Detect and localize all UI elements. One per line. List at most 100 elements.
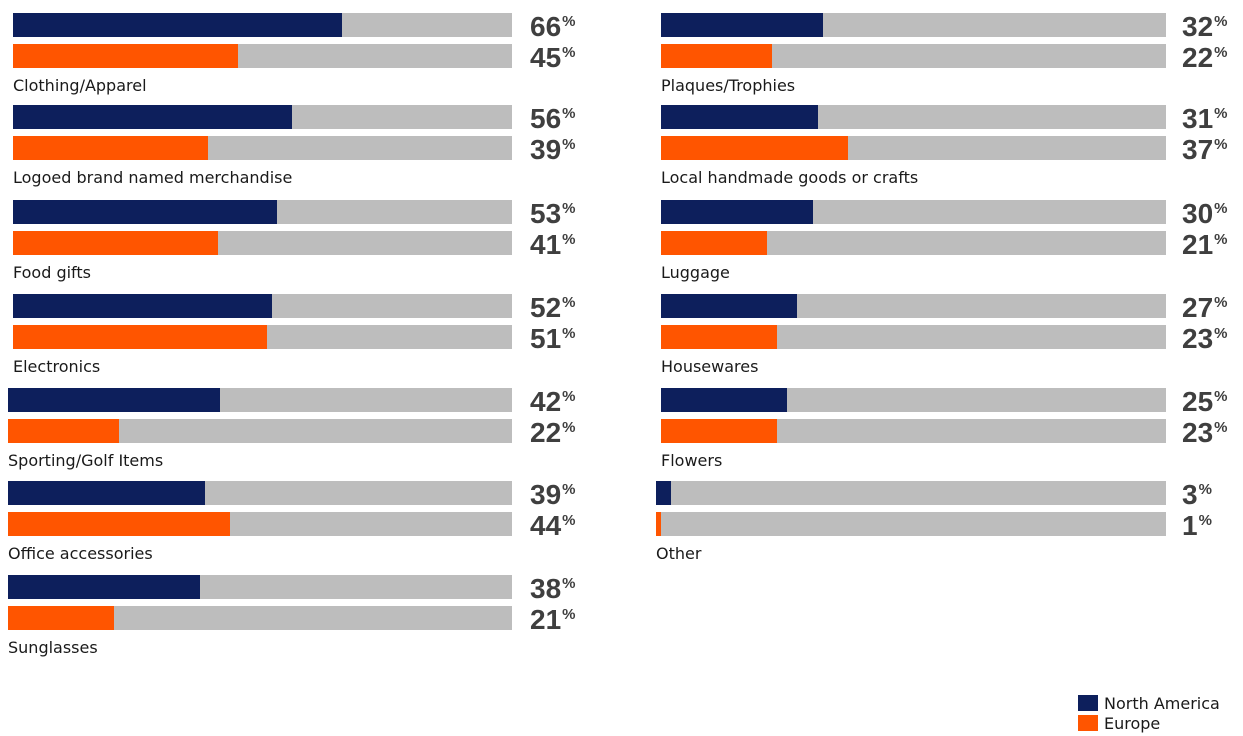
legend-swatch-north-america xyxy=(1078,695,1098,711)
bar-track-office-accessories-north-america xyxy=(8,481,512,505)
bar-track-flowers-europe xyxy=(661,419,1166,443)
bar-track-other-europe xyxy=(656,512,1166,536)
category-label-luggage: Luggage xyxy=(661,263,730,282)
value-label-office-accessories-europe: 44% xyxy=(530,512,576,540)
value-label-sporting-golf-items-north-america: 42% xyxy=(530,388,576,416)
bar-track-sporting-golf-items-europe xyxy=(8,419,512,443)
value-label-office-accessories-north-america: 39% xyxy=(530,481,576,509)
bar-track-office-accessories-europe xyxy=(8,512,512,536)
value-label-plaques-trophies-north-america: 32% xyxy=(1182,13,1228,41)
bar-office-accessories-north-america xyxy=(8,481,205,505)
bar-track-flowers-north-america xyxy=(661,388,1166,412)
value-label-local-handmade-goods-or-crafts-north-america: 31% xyxy=(1182,105,1228,133)
bar-track-sporting-golf-items-north-america xyxy=(8,388,512,412)
value-number: 25 xyxy=(1182,386,1214,417)
bar-logoed-brand-named-merchandise-north-america xyxy=(13,105,293,129)
value-label-electronics-europe: 51% xyxy=(530,325,576,353)
bar-sporting-golf-items-north-america xyxy=(8,388,220,412)
value-number: 38 xyxy=(530,573,562,604)
bar-other-europe xyxy=(656,512,662,536)
value-label-flowers-europe: 23% xyxy=(1182,419,1228,447)
value-label-luggage-north-america: 30% xyxy=(1182,200,1228,228)
bar-flowers-europe xyxy=(661,419,778,443)
value-number: 66 xyxy=(530,11,562,42)
percent-sign: % xyxy=(562,294,576,311)
category-label-other: Other xyxy=(656,544,702,563)
value-label-plaques-trophies-europe: 22% xyxy=(1182,44,1228,72)
value-number: 22 xyxy=(530,417,562,448)
value-label-other-europe: 1% xyxy=(1182,512,1212,540)
category-label-clothing-apparel: Clothing/Apparel xyxy=(13,76,147,95)
value-number: 44 xyxy=(530,510,562,541)
bar-luggage-europe xyxy=(661,231,768,255)
value-label-clothing-apparel-europe: 45% xyxy=(530,44,576,72)
bar-track-luggage-north-america xyxy=(661,200,1166,224)
bar-track-clothing-apparel-europe xyxy=(13,44,512,68)
bar-track-housewares-europe xyxy=(661,325,1166,349)
value-label-sunglasses-north-america: 38% xyxy=(530,575,576,603)
bar-luggage-north-america xyxy=(661,200,813,224)
bar-sunglasses-north-america xyxy=(8,575,200,599)
value-number: 21 xyxy=(530,604,562,635)
bar-track-clothing-apparel-north-america xyxy=(13,13,512,37)
percent-sign: % xyxy=(562,512,576,529)
bar-track-housewares-north-america xyxy=(661,294,1166,318)
percent-sign: % xyxy=(1198,481,1212,498)
bar-housewares-europe xyxy=(661,325,778,349)
percent-sign: % xyxy=(562,231,576,248)
percent-sign: % xyxy=(1214,200,1228,217)
value-number: 41 xyxy=(530,229,562,260)
value-number: 27 xyxy=(1182,292,1214,323)
bar-clothing-apparel-europe xyxy=(13,44,238,68)
category-label-food-gifts: Food gifts xyxy=(13,263,92,282)
value-label-logoed-brand-named-merchandise-europe: 39% xyxy=(530,136,576,164)
bar-housewares-north-america xyxy=(661,294,798,318)
bar-sunglasses-europe xyxy=(8,606,114,630)
bar-track-other-north-america xyxy=(656,481,1166,505)
bar-plaques-trophies-north-america xyxy=(661,13,823,37)
bar-track-sunglasses-north-america xyxy=(8,575,512,599)
category-label-flowers: Flowers xyxy=(661,451,723,470)
category-label-local-handmade-goods-or-crafts: Local handmade goods or crafts xyxy=(661,168,919,187)
value-number: 22 xyxy=(1182,42,1214,73)
legend-item-europe: Europe xyxy=(1078,713,1220,733)
value-label-flowers-north-america: 25% xyxy=(1182,388,1228,416)
percent-sign: % xyxy=(1214,419,1228,436)
value-number: 51 xyxy=(530,323,562,354)
bar-track-local-handmade-goods-or-crafts-north-america xyxy=(661,105,1166,129)
percent-sign: % xyxy=(562,13,576,30)
value-number: 39 xyxy=(530,479,562,510)
percent-sign: % xyxy=(1214,136,1228,153)
percent-sign: % xyxy=(562,419,576,436)
category-label-sunglasses: Sunglasses xyxy=(8,638,98,657)
value-number: 31 xyxy=(1182,103,1214,134)
value-label-housewares-north-america: 27% xyxy=(1182,294,1228,322)
value-label-other-north-america: 3% xyxy=(1182,481,1212,509)
bar-food-gifts-north-america xyxy=(13,200,278,224)
percent-sign: % xyxy=(562,44,576,61)
value-number: 52 xyxy=(530,292,562,323)
bar-clothing-apparel-north-america xyxy=(13,13,343,37)
bar-track-logoed-brand-named-merchandise-north-america xyxy=(13,105,512,129)
value-label-logoed-brand-named-merchandise-north-america: 56% xyxy=(530,105,576,133)
bar-track-electronics-europe xyxy=(13,325,512,349)
category-label-sporting-golf-items: Sporting/Golf Items xyxy=(8,451,164,470)
value-label-clothing-apparel-north-america: 66% xyxy=(530,13,576,41)
category-label-electronics: Electronics xyxy=(13,357,101,376)
value-number: 1 xyxy=(1182,510,1198,541)
bar-track-food-gifts-north-america xyxy=(13,200,512,224)
value-label-food-gifts-north-america: 53% xyxy=(530,200,576,228)
percent-sign: % xyxy=(562,200,576,217)
legend-label-europe: Europe xyxy=(1104,713,1161,733)
value-number: 42 xyxy=(530,386,562,417)
percent-sign: % xyxy=(562,388,576,405)
value-label-electronics-north-america: 52% xyxy=(530,294,576,322)
legend-swatch-europe xyxy=(1078,715,1098,731)
value-label-housewares-europe: 23% xyxy=(1182,325,1228,353)
value-number: 45 xyxy=(530,42,562,73)
value-number: 39 xyxy=(530,134,562,165)
bar-other-north-america xyxy=(656,481,672,505)
category-label-housewares: Housewares xyxy=(661,357,759,376)
bar-local-handmade-goods-or-crafts-europe xyxy=(661,136,848,160)
percent-sign: % xyxy=(1198,512,1212,529)
